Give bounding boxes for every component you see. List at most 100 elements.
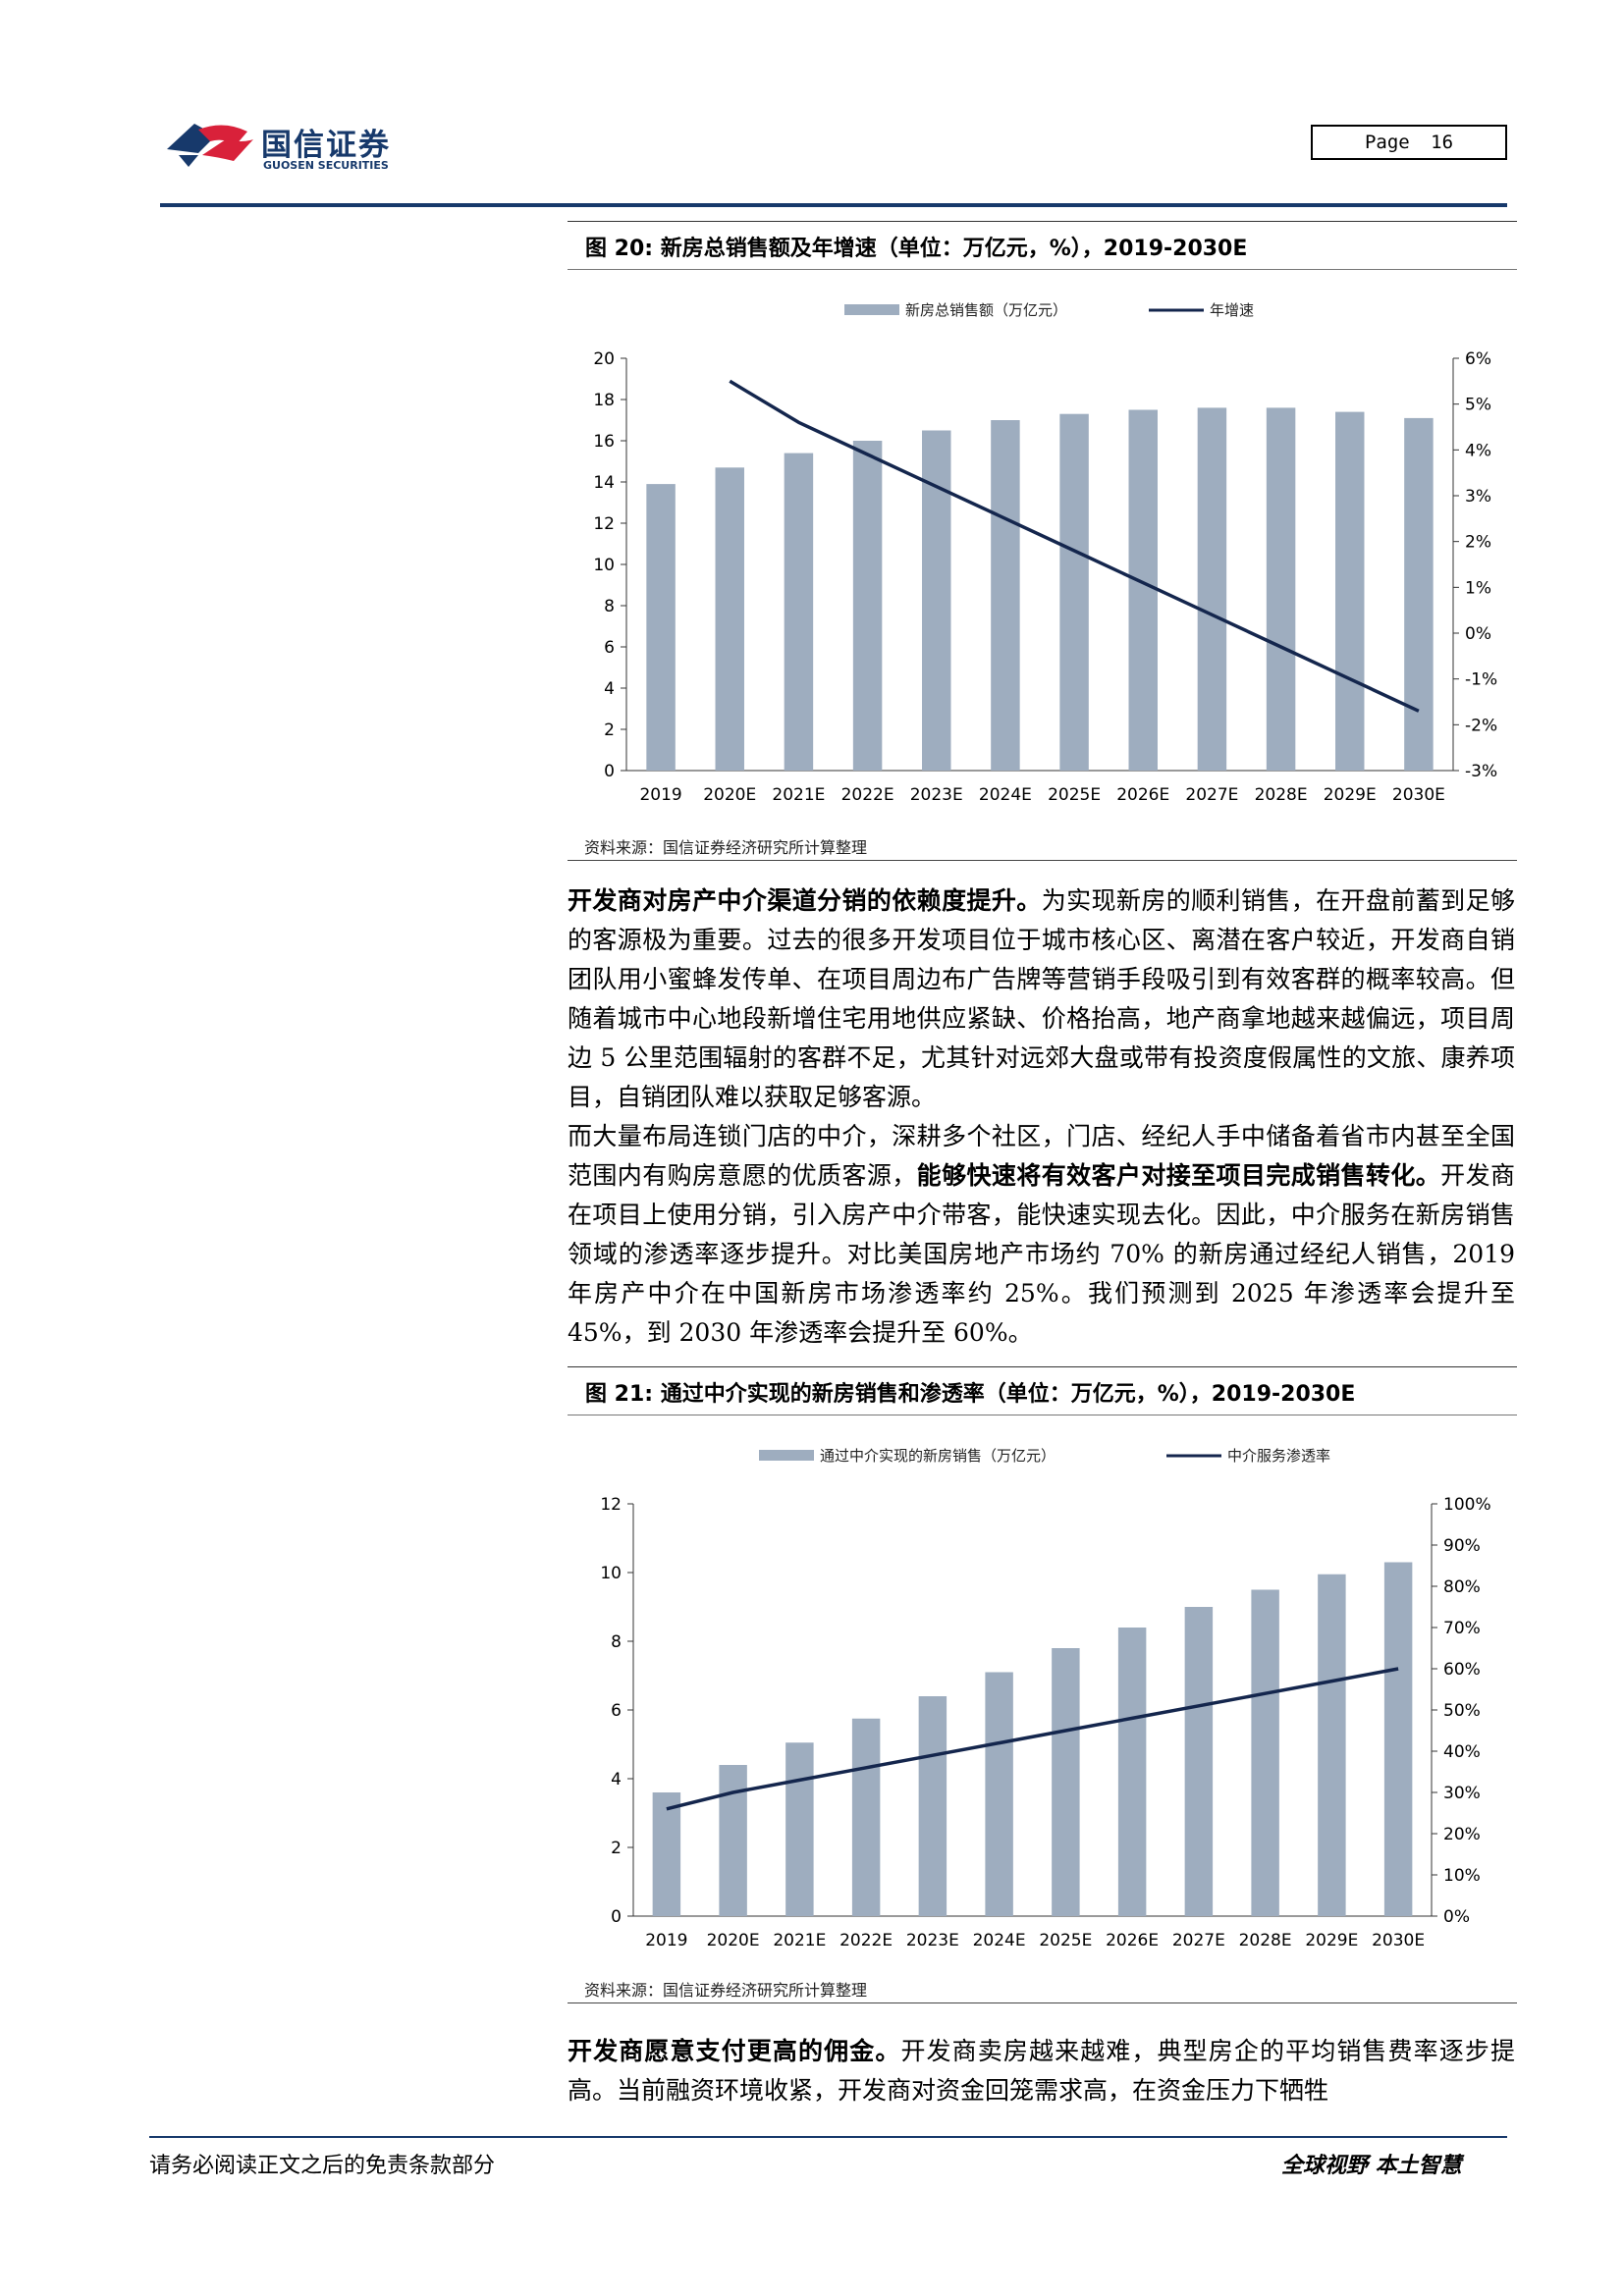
fig20-right-tick-label: -1%	[1465, 670, 1497, 690]
paragraph-1-lead: 开发商对房产中介渠道分销的依赖度提升。	[568, 886, 1042, 915]
paragraph-2-body-b: 开发商在项目上使用分销，引入房产中介带客，能快速实现去化。因此，中介服务在新房销…	[568, 1161, 1515, 1347]
fig20-bar	[991, 420, 1020, 771]
fig20-x-tick-label: 2029E	[1324, 785, 1377, 805]
paragraph-2-emphasis: 能够快速将有效客户对接至项目完成销售转化。	[916, 1161, 1441, 1190]
fig20-bar	[852, 441, 883, 771]
fig21-bar	[1052, 1648, 1080, 1916]
fig20-right-tick-label: 4%	[1465, 441, 1491, 460]
fig21-bar	[1318, 1574, 1346, 1916]
fig20-right-tick-label: 0%	[1465, 624, 1491, 644]
fig20-legend-bar-label: 新房总销售额（万亿元）	[905, 301, 1067, 319]
fig21-x-tick-label: 2025E	[1039, 1931, 1092, 1950]
page-number-box: Page 16	[1311, 125, 1507, 160]
fig21-left-tick-label: 10	[600, 1564, 622, 1583]
figure-21-title-bar: 图 21: 通过中介实现的新房销售和渗透率（单位：万亿元，%），2019-203…	[568, 1366, 1517, 1415]
fig21-right-tick-label: 50%	[1443, 1701, 1481, 1721]
fig20-x-tick-label: 2025E	[1048, 785, 1101, 805]
disclaimer-note: 请务必阅读正文之后的免责条款部分	[149, 2154, 496, 2178]
page-number: 16	[1431, 132, 1454, 153]
figure-20-source-rule	[568, 860, 1517, 861]
paragraph-higher-commission: 开发商愿意支付更高的佣金。开发商卖房越来越难，典型房企的平均销售费率逐步提高。当…	[568, 2032, 1515, 2110]
fig21-bar	[985, 1672, 1013, 1916]
figure-21-source: 资料来源：国信证券经济研究所计算整理	[584, 1981, 868, 2000]
figure-21-title: 图 21: 通过中介实现的新房销售和渗透率（单位：万亿元，%），2019-203…	[585, 1382, 1356, 1407]
fig21-right-tick-label: 70%	[1443, 1619, 1481, 1638]
fig21-x-tick-label: 2023E	[906, 1931, 959, 1950]
fig20-right-tick-label: 3%	[1465, 487, 1491, 507]
figure-21-chart: 通过中介实现的新房销售（万亿元） 中介服务渗透率 0 2 4 6 8 10 12 0% 10% 20%…	[600, 1447, 1491, 1950]
fig20-left-tick-label: 2	[604, 721, 615, 740]
fig21-bar	[1383, 1562, 1413, 1916]
fig21-right-tick-label: 80%	[1443, 1577, 1481, 1597]
fig20-left-tick-label: 18	[593, 391, 615, 410]
fig20-bar	[646, 484, 676, 771]
figure-20-chart: 新房总销售额（万亿元） 年增速 0 2 4 6 8 10 12 14 16 18 20 -3% -2% -1%…	[593, 301, 1497, 805]
fig20-right-tick-label: 6%	[1465, 349, 1491, 369]
fig20-bar	[1197, 407, 1227, 771]
fig20-x-tick-label: 2024E	[979, 785, 1032, 805]
fig20-left-tick-label: 20	[593, 349, 615, 369]
fig21-right-tick-label: 90%	[1443, 1536, 1481, 1556]
fig21-x-tick-label: 2029E	[1305, 1931, 1358, 1950]
fig21-right-tick-label: 10%	[1443, 1866, 1481, 1886]
fig21-left-tick-label: 6	[611, 1701, 622, 1721]
fig21-growth-line	[666, 1667, 1399, 1811]
fig21-x-tick-label: 2019	[645, 1931, 687, 1950]
page-label: Page	[1364, 132, 1410, 153]
fig21-right-tick-label: 100%	[1443, 1495, 1491, 1515]
fig21-left-tick-label: 8	[611, 1632, 622, 1652]
figure-20-title-bar: 图 20: 新房总销售额及年增速（单位：万亿元，%），2019-2030E	[568, 221, 1517, 270]
fig21-x-tick-label: 2021E	[773, 1931, 826, 1950]
fig20-x-tick-label: 2026E	[1116, 785, 1169, 805]
fig21-legend-line-label: 中介服务渗透率	[1227, 1447, 1330, 1465]
fig20-left-tick-label: 0	[604, 762, 615, 781]
fig21-bar	[1251, 1589, 1279, 1916]
fig21-legend-bar-label: 通过中介实现的新房销售（万亿元）	[820, 1447, 1056, 1465]
fig21-left-tick-label: 0	[611, 1907, 622, 1927]
fig21-bar	[719, 1765, 747, 1916]
fig21-right-tick-label: 40%	[1443, 1742, 1481, 1762]
fig21-right-tick-label: 30%	[1443, 1784, 1481, 1803]
fig20-bar	[1266, 407, 1296, 771]
fig20-x-tick-label: 2019	[639, 785, 681, 805]
fig20-x-tick-label: 2030E	[1392, 785, 1445, 805]
fig20-right-tick-label: 1%	[1465, 578, 1491, 598]
figure-20-title: 图 20: 新房总销售额及年增速（单位：万亿元，%），2019-2030E	[585, 237, 1248, 261]
fig20-x-tick-label: 2020E	[703, 785, 756, 805]
fig20-bar	[1059, 413, 1089, 771]
fig20-left-tick-label: 8	[604, 597, 615, 616]
fig20-left-tick-label: 4	[604, 679, 615, 699]
paragraph-3-lead: 开发商愿意支付更高的佣金。	[568, 2037, 901, 2065]
guosen-logo-mark-icon	[167, 124, 253, 167]
fig21-x-tick-label: 2020E	[707, 1931, 760, 1950]
brand-name-en: GUOSEN SECURITIES	[263, 159, 389, 172]
fig20-x-tick-label: 2027E	[1185, 785, 1238, 805]
fig20-right-tick-label: 5%	[1465, 396, 1491, 415]
fig20-bar	[715, 467, 744, 771]
fig20-x-tick-label: 2021E	[772, 785, 825, 805]
paragraph-3-body: 开发商卖房越来越难，典型房企的平均销售费率逐步提高。当前融资环境收紧，开发商对资…	[568, 2037, 1515, 2105]
fig21-right-tick-label: 20%	[1443, 1825, 1481, 1844]
paragraph-developer-reliance: 开发商对房产中介渠道分销的依赖度提升。为实现新房的顺利销售，在开盘前蓄到足够的客…	[568, 881, 1515, 1117]
fig20-legend-line-label: 年增速	[1210, 301, 1254, 319]
fig20-bar	[1335, 411, 1365, 771]
footer-rule	[149, 2136, 1507, 2138]
fig21-x-tick-label: 2024E	[973, 1931, 1026, 1950]
fig21-right-tick-label: 0%	[1443, 1907, 1470, 1927]
fig21-bar	[918, 1696, 947, 1916]
figure-21-source-rule	[568, 2002, 1517, 2003]
fig20-right-tick-label: -3%	[1465, 762, 1497, 781]
fig20-left-tick-label: 14	[593, 473, 615, 493]
fig20-left-tick-label: 12	[593, 514, 615, 534]
fig20-x-tick-label: 2028E	[1255, 785, 1308, 805]
fig21-x-tick-label: 2026E	[1106, 1931, 1159, 1950]
fig21-legend-bar-swatch	[759, 1450, 814, 1461]
fig20-left-tick-label: 16	[593, 432, 615, 452]
fig21-x-tick-label: 2030E	[1372, 1931, 1425, 1950]
fig20-bar	[1128, 409, 1158, 771]
fig21-left-tick-label: 12	[600, 1495, 622, 1515]
figure-20-source: 资料来源：国信证券经济研究所计算整理	[584, 838, 868, 857]
fig21-left-tick-label: 2	[611, 1839, 622, 1858]
header-rule	[160, 203, 1507, 207]
fig20-bar	[1404, 417, 1434, 771]
